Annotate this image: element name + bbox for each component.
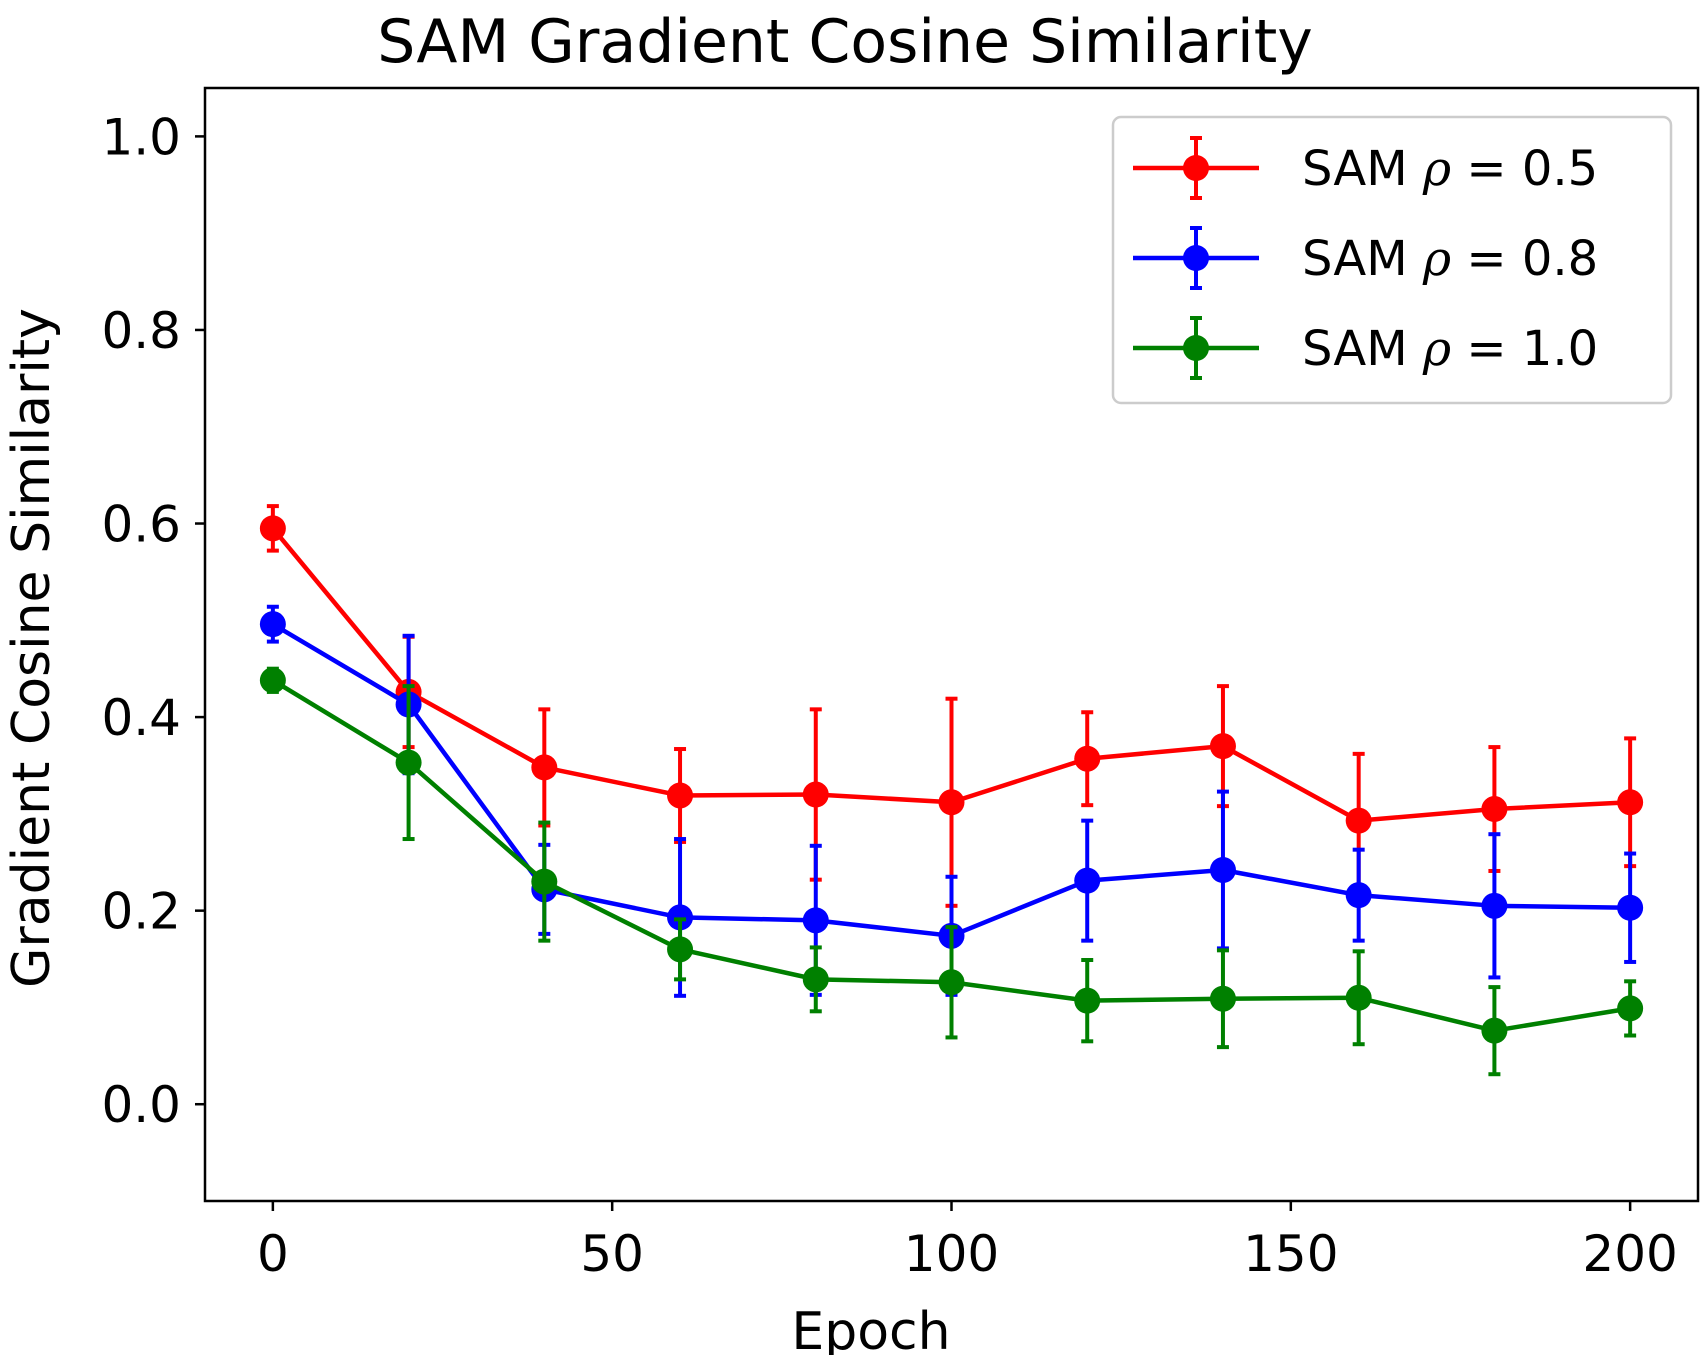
- legend-label: SAM ρ = 1.0: [1302, 321, 1598, 377]
- legend-marker: [1183, 335, 1209, 361]
- axes: 0 50 100 150 200 0.0 0.2 0.4 0.6 0.8 1.0: [101, 86, 1700, 1283]
- legend-entry-2: SAM ρ = 1.0: [1133, 316, 1598, 380]
- legend-label-prefix: SAM: [1302, 141, 1423, 197]
- x-tick-label: 100: [904, 1225, 999, 1283]
- x-tick-label: 0: [257, 1225, 289, 1283]
- legend-entry-0: SAM ρ = 0.5: [1133, 136, 1598, 200]
- data-point: [1345, 984, 1372, 1011]
- legend-label-suffix: = 1.0: [1451, 321, 1598, 377]
- y-tick-label: 1.0: [101, 108, 181, 166]
- data-point: [1209, 733, 1236, 760]
- data-point: [938, 789, 965, 816]
- data-point: [531, 868, 558, 895]
- y-axis-label: Gradient Cosine Similarity: [2, 308, 62, 988]
- data-point: [259, 611, 286, 638]
- legend-label: SAM ρ = 0.8: [1302, 231, 1598, 287]
- legend-label: SAM ρ = 0.5: [1302, 141, 1598, 197]
- legend-label-suffix: = 0.5: [1451, 141, 1598, 197]
- data-point: [259, 515, 286, 542]
- y-tick-label: 0.6: [101, 496, 181, 554]
- legend-label-suffix: = 0.8: [1451, 231, 1598, 287]
- x-tick-label: 200: [1582, 1225, 1677, 1283]
- data-point: [1481, 892, 1508, 919]
- x-axis-label: Epoch: [791, 1302, 950, 1355]
- data-point: [802, 907, 829, 934]
- data-point: [1345, 882, 1372, 909]
- y-tick-label: 0.8: [101, 302, 181, 360]
- legend-marker: [1183, 245, 1209, 271]
- data-point: [1074, 987, 1101, 1014]
- data-point: [667, 782, 694, 809]
- data-point: [1481, 796, 1508, 823]
- x-tick-label: 50: [580, 1225, 644, 1283]
- legend-box: [1111, 115, 1673, 405]
- plot-area: [259, 504, 1644, 1077]
- legend-label-rho: ρ: [1422, 321, 1451, 377]
- data-point: [1617, 894, 1644, 921]
- data-point: [802, 966, 829, 993]
- legend-label-rho: ρ: [1422, 231, 1451, 287]
- series-2: [259, 666, 1644, 1077]
- data-point: [1074, 867, 1101, 894]
- data-point: [802, 781, 829, 808]
- data-point: [1074, 745, 1101, 772]
- data-point: [938, 969, 965, 996]
- legend-label-prefix: SAM: [1302, 231, 1423, 287]
- data-point: [667, 936, 694, 963]
- x-tick-label: 150: [1243, 1225, 1338, 1283]
- data-point: [1617, 995, 1644, 1022]
- data-point: [259, 667, 286, 694]
- data-point: [395, 749, 422, 776]
- chart-title: SAM Gradient Cosine Similarity: [377, 7, 1313, 77]
- legend-marker: [1183, 155, 1209, 181]
- data-point: [1617, 789, 1644, 816]
- legend-label-prefix: SAM: [1302, 321, 1423, 377]
- data-point: [531, 754, 558, 781]
- data-point: [1209, 857, 1236, 884]
- legend-entry-1: SAM ρ = 0.8: [1133, 226, 1598, 290]
- y-tick-label: 0.4: [101, 689, 181, 747]
- y-tick-label: 0.0: [101, 1076, 181, 1134]
- y-tick-label: 0.2: [101, 883, 181, 941]
- legend-label-rho: ρ: [1422, 141, 1451, 197]
- data-point: [1481, 1017, 1508, 1044]
- data-point: [1209, 985, 1236, 1012]
- data-point: [1345, 807, 1372, 834]
